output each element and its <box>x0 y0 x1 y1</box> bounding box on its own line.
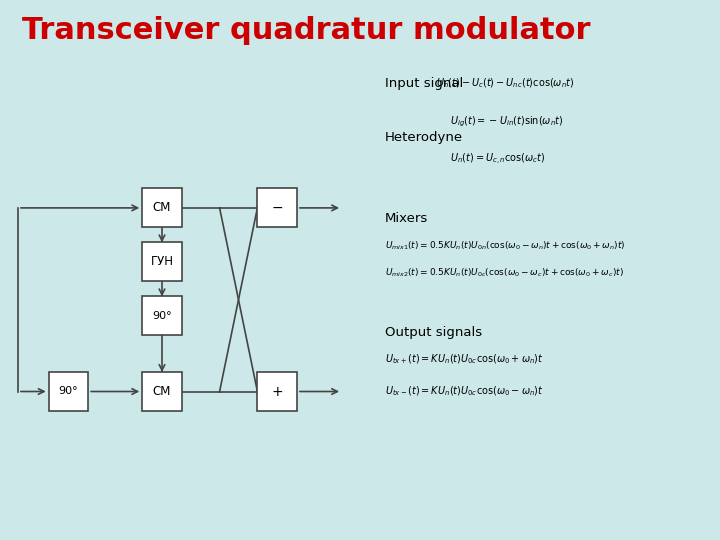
Text: СМ: СМ <box>153 385 171 398</box>
Text: 90°: 90° <box>58 387 78 396</box>
Text: $U_{ig}(t) = -U_{in}(t)\sin(\omega_n t)$: $U_{ig}(t) = -U_{in}(t)\sin(\omega_n t)$ <box>450 114 564 129</box>
Text: $U_n(t) = U_{c,n}\cos(\omega_c t)$: $U_n(t) = U_{c,n}\cos(\omega_c t)$ <box>450 152 545 167</box>
Text: −: − <box>271 201 283 215</box>
Text: Transceiver quadratur modulator: Transceiver quadratur modulator <box>22 16 590 45</box>
Text: ГУН: ГУН <box>150 255 174 268</box>
Text: СМ: СМ <box>153 201 171 214</box>
Text: $U_n(t) - U_c(t) - U_{nc}(t)\cos(\omega_n t)$: $U_n(t) - U_c(t) - U_{nc}(t)\cos(\omega_… <box>436 77 574 91</box>
Text: Output signals: Output signals <box>385 326 482 339</box>
Text: Heterodyne: Heterodyne <box>385 131 464 144</box>
Bar <box>143 242 181 281</box>
Text: $U_{tx+}(t) = KU_n(t)U_{0c}\cos(\omega_0 + \omega_n)t$: $U_{tx+}(t) = KU_n(t)U_{0c}\cos(\omega_0… <box>385 352 544 366</box>
Text: +: + <box>271 384 283 399</box>
Text: Mixers: Mixers <box>385 212 428 225</box>
Bar <box>143 188 181 227</box>
Bar <box>258 188 297 227</box>
Text: $U_{tx-}(t) = KU_n(t)U_{0c}\cos(\omega_0 - \omega_n)t$: $U_{tx-}(t) = KU_n(t)U_{0c}\cos(\omega_0… <box>385 384 544 399</box>
Text: $U_{mix1}(t) = 0.5KU_n(t)U_{0n}(\cos(\omega_0 - \omega_n)t + \cos(\omega_0 + \om: $U_{mix1}(t) = 0.5KU_n(t)U_{0n}(\cos(\om… <box>385 239 626 252</box>
Bar <box>143 372 181 411</box>
Bar <box>258 372 297 411</box>
Text: Input signal: Input signal <box>385 77 464 90</box>
Bar <box>143 296 181 335</box>
Text: $U_{mix2}(t) = 0.5KU_n(t)U_{0c}(\cos(\omega_0 - \omega_c)t + \cos(\omega_0 + \om: $U_{mix2}(t) = 0.5KU_n(t)U_{0c}(\cos(\om… <box>385 266 624 279</box>
Bar <box>49 372 88 411</box>
Text: 90°: 90° <box>152 311 172 321</box>
